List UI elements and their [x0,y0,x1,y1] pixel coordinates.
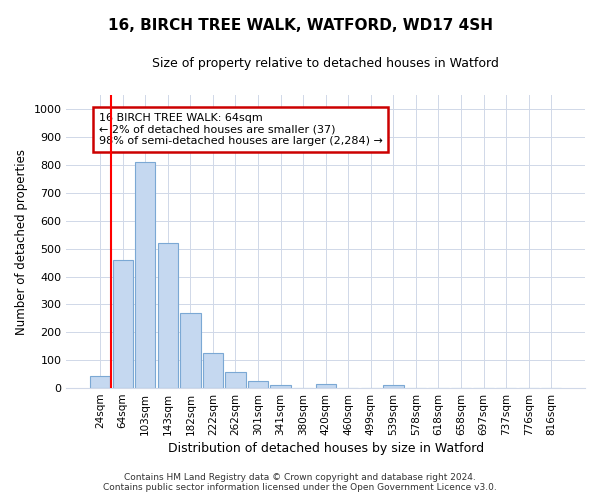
X-axis label: Distribution of detached houses by size in Watford: Distribution of detached houses by size … [167,442,484,455]
Bar [226,372,245,388]
Bar [271,384,291,388]
Bar [90,376,110,388]
Bar [180,313,200,388]
Bar [113,260,133,388]
Text: 16 BIRCH TREE WALK: 64sqm
← 2% of detached houses are smaller (37)
98% of semi-d: 16 BIRCH TREE WALK: 64sqm ← 2% of detach… [99,113,383,146]
Bar [316,384,336,388]
Y-axis label: Number of detached properties: Number of detached properties [15,148,28,334]
Text: Contains public sector information licensed under the Open Government Licence v3: Contains public sector information licen… [103,484,497,492]
Bar [248,381,268,388]
Title: Size of property relative to detached houses in Watford: Size of property relative to detached ho… [152,58,499,70]
Bar [203,353,223,388]
Bar [135,162,155,388]
Bar [383,386,404,388]
Text: Contains HM Land Registry data © Crown copyright and database right 2024.: Contains HM Land Registry data © Crown c… [124,474,476,482]
Bar [158,243,178,388]
Text: 16, BIRCH TREE WALK, WATFORD, WD17 4SH: 16, BIRCH TREE WALK, WATFORD, WD17 4SH [107,18,493,32]
